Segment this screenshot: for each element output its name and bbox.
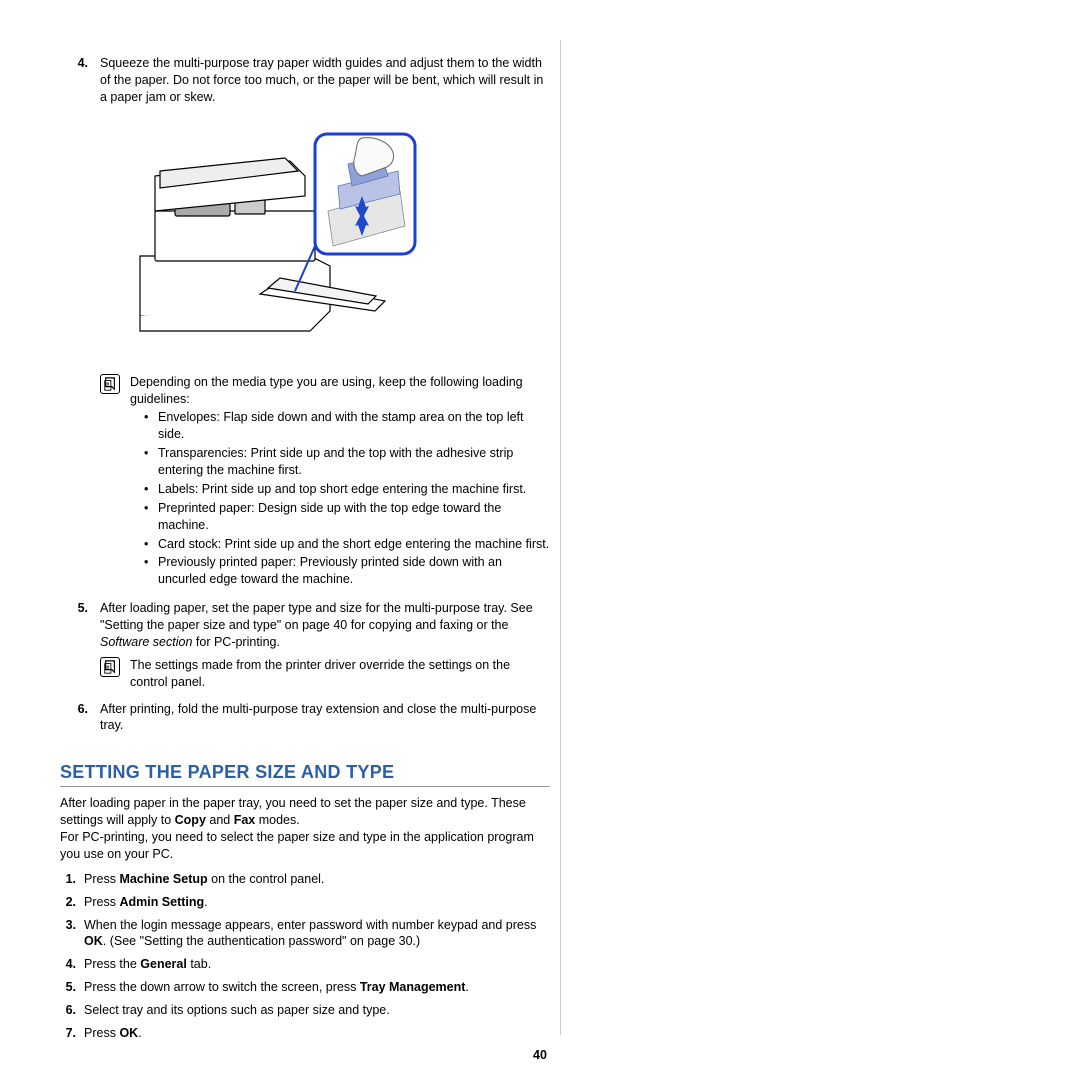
s2t: Press Admin Setting. [84,894,550,911]
step-5-ital: Software section [100,635,192,649]
s1n: 1. [60,871,84,888]
p1-post: modes. [255,813,299,827]
step-6-text: After printing, fold the multi-purpose t… [100,701,550,735]
left-column: 4. Squeeze the multi-purpose tray paper … [60,55,550,1048]
section-heading: Setting the Paper Size and Type [60,762,550,783]
bullet-2: Labels: Print side up and top short edge… [158,481,550,498]
media-bullets: •Envelopes: Flap side down and with the … [130,409,550,588]
bullet-4: Card stock: Print side up and the short … [158,536,550,553]
s3n: 3. [60,917,84,951]
note-icon [100,657,120,677]
p1-b2: Fax [234,813,256,827]
note-media-guidelines: Depending on the media type you are usin… [100,374,550,591]
note-icon [100,374,120,394]
page-number: 40 [0,1048,1080,1062]
step-6-num: 6. [60,701,100,735]
setup-steps: 1.Press Machine Setup on the control pan… [60,871,550,1042]
note-media-intro: Depending on the media type you are usin… [130,374,550,408]
step-6: 6. After printing, fold the multi-purpos… [60,701,550,735]
step-5-pre: After loading paper, set the paper type … [100,601,533,632]
p1-mid: and [206,813,234,827]
bullet-0: Envelopes: Flap side down and with the s… [158,409,550,443]
s7n: 7. [60,1025,84,1042]
bullet-1: Transparencies: Print side up and the to… [158,445,550,479]
s4t: Press the General tab. [84,956,550,973]
column-divider [560,40,561,1035]
bullet-3: Preprinted paper: Design side up with th… [158,500,550,534]
s6t: Select tray and its options such as pape… [84,1002,550,1019]
s3t: When the login message appears, enter pa… [84,917,550,951]
s1t: Press Machine Setup on the control panel… [84,871,550,888]
s7t: Press OK. [84,1025,550,1042]
step-4: 4. Squeeze the multi-purpose tray paper … [60,55,550,106]
step-4-num: 4. [60,55,100,106]
s2n: 2. [60,894,84,911]
s5t: Press the down arrow to switch the scree… [84,979,550,996]
step-5-num: 5. [60,600,100,651]
step-5: 5. After loading paper, set the paper ty… [60,600,550,651]
bullet-5: Previously printed paper: Previously pri… [158,554,550,588]
step-4-text: Squeeze the multi-purpose tray paper wid… [100,55,550,106]
p1-b1: Copy [175,813,206,827]
section-para-2: For PC-printing, you need to select the … [60,830,534,861]
s6n: 6. [60,1002,84,1019]
note-driver-body: The settings made from the printer drive… [130,657,550,691]
s5n: 5. [60,979,84,996]
step-5-text: After loading paper, set the paper type … [100,600,550,651]
note-media-body: Depending on the media type you are usin… [130,374,550,591]
section-para-1: After loading paper in the paper tray, y… [60,795,550,863]
printer-figure [100,116,420,366]
note-driver-override: The settings made from the printer drive… [100,657,550,691]
step-5-post: for PC-printing. [192,635,280,649]
heading-rule [60,786,550,787]
s4n: 4. [60,956,84,973]
